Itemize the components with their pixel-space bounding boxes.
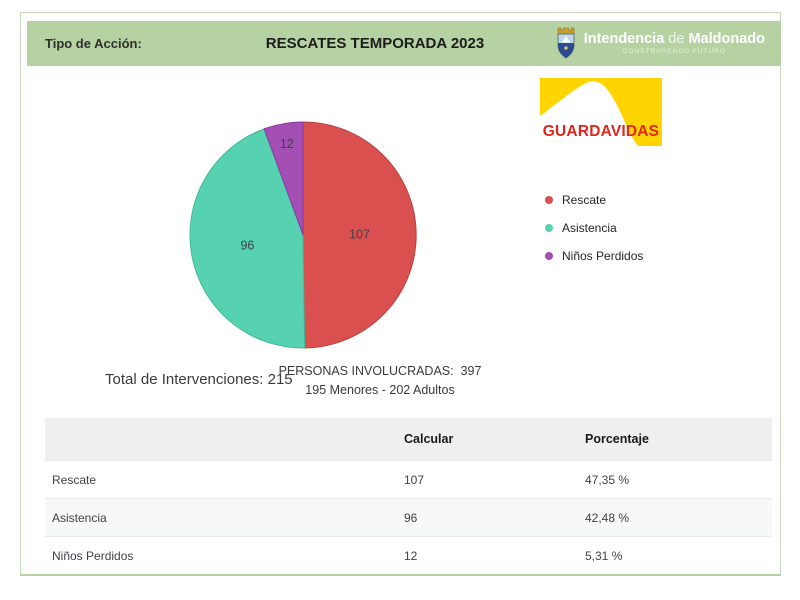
action-type-label: Tipo de Acción: [45, 36, 142, 51]
summary-table: Calcular Porcentaje Rescate 107 47,35 % … [45, 418, 772, 574]
org-tagline: CONSTRUYENDO FUTURO [622, 48, 726, 55]
row-porcentaje: 5,31 % [585, 548, 623, 563]
table-header-porcentaje: Porcentaje [585, 432, 649, 446]
guardavidas-logo: GUARDAVIDAS [540, 78, 662, 146]
row-calcular: 107 [404, 472, 425, 487]
legend-item-rescate[interactable]: Rescate [545, 186, 643, 214]
pie-slice-value-label: 96 [240, 238, 254, 252]
minors-adults-line: 195 Menores - 202 Adultos [305, 383, 455, 397]
org-name-part1: Intendencia [583, 31, 665, 47]
persons-involved-line: PERSONAS INVOLUCRADAS: 397 [278, 364, 482, 378]
row-calcular: 96 [404, 510, 418, 525]
legend-label: Niños Perdidos [562, 249, 644, 263]
row-label: Rescate [52, 472, 97, 487]
legend-dot-icon [545, 252, 553, 260]
table-header-calcular: Calcular [404, 432, 454, 446]
pie-slice-rescate[interactable] [302, 121, 417, 349]
table-row[interactable]: Asistencia 96 42,48 % [45, 498, 772, 536]
pie-slice-value-label: 107 [349, 228, 370, 242]
table-row[interactable]: Niños Perdidos 12 5,31 % [45, 536, 772, 574]
org-name-mid: de [668, 31, 685, 47]
row-label: Asistencia [52, 510, 107, 525]
legend-label: Rescate [562, 193, 607, 207]
pie-slice-niños-perdidos[interactable] [263, 121, 304, 236]
table-header-row: Calcular Porcentaje [45, 418, 772, 460]
pie-slice-value-label: 12 [280, 137, 294, 151]
legend-label: Asistencia [562, 221, 617, 235]
legend-dot-icon [545, 224, 553, 232]
row-label: Niños Perdidos [52, 548, 134, 563]
org-logo: Intendencia de Maldonado CONSTRUYENDO FU… [554, 27, 765, 59]
pie-chart: 107 96 12 [185, 117, 421, 353]
chart-legend: Rescate Asistencia Niños Perdidos [545, 186, 643, 270]
guardavidas-label: GUARDAVIDAS [542, 123, 660, 140]
row-porcentaje: 42,48 % [585, 510, 630, 525]
total-interventions-text: Total de Intervenciones: 215 [105, 371, 293, 388]
row-calcular: 12 [404, 548, 418, 563]
city-crest-icon [557, 27, 575, 59]
persons-involved-block: PERSONAS INVOLUCRADAS: 397 195 Menores -… [275, 362, 485, 400]
legend-item-ninos-perdidos[interactable]: Niños Perdidos [545, 242, 643, 270]
org-name-block: Intendencia de Maldonado CONSTRUYENDO FU… [584, 31, 765, 55]
org-name-part2: Maldonado [688, 31, 765, 47]
legend-dot-icon [545, 196, 553, 204]
row-porcentaje: 47,35 % [585, 472, 630, 487]
org-name: Intendencia de Maldonado [584, 31, 765, 47]
page-title: RESCATES TEMPORADA 2023 [265, 35, 485, 52]
wave-icon [540, 78, 662, 146]
header-bar: Tipo de Acción: RESCATES TEMPORADA 2023 … [27, 21, 781, 66]
pie-slice-asistencia[interactable] [189, 128, 306, 349]
legend-item-asistencia[interactable]: Asistencia [545, 214, 643, 242]
table-row[interactable]: Rescate 107 47,35 % [45, 460, 772, 498]
